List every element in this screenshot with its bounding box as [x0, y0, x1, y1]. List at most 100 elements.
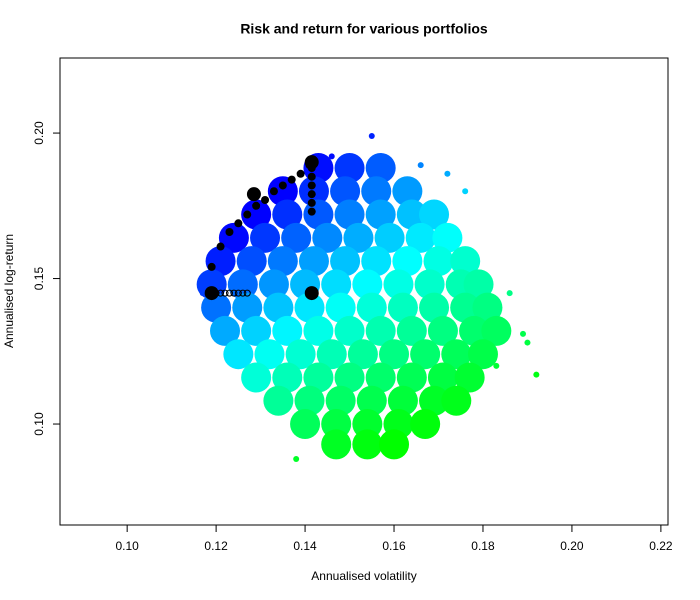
portfolio-point	[321, 429, 352, 460]
portfolio-point	[387, 385, 418, 416]
plot-area	[196, 132, 540, 462]
portfolio-point	[201, 292, 232, 323]
portfolio-point	[365, 315, 396, 346]
portfolio-point	[290, 409, 321, 440]
portfolio-point	[374, 222, 405, 253]
portfolio-point	[481, 315, 512, 346]
portfolio-point	[392, 246, 423, 277]
chart-title: Risk and return for various portfolios	[240, 21, 488, 37]
portfolio-point	[334, 199, 365, 230]
portfolio-point	[330, 176, 361, 207]
frontier-point	[287, 175, 296, 184]
portfolio-point	[392, 176, 423, 207]
path-point	[225, 289, 233, 297]
portfolio-point	[303, 199, 334, 230]
frontier-point	[225, 227, 234, 236]
portfolio-point	[258, 269, 289, 300]
path-point	[307, 207, 316, 216]
portfolio-point	[423, 246, 454, 277]
frontier-point	[269, 187, 278, 196]
portfolio-point	[450, 246, 481, 277]
frontier-point	[243, 210, 252, 219]
portfolio-point	[463, 269, 494, 300]
path-point	[239, 289, 247, 297]
portfolio-point	[356, 292, 387, 323]
portfolio-point	[472, 292, 503, 323]
path-point	[307, 190, 316, 199]
portfolio-point	[285, 339, 316, 370]
portfolio-point	[272, 362, 303, 393]
portfolio-point	[462, 188, 469, 195]
frontier-point	[234, 219, 243, 228]
portfolio-point	[334, 152, 365, 183]
portfolio-point	[396, 362, 427, 393]
portfolio-point	[272, 315, 303, 346]
y-tick-label: 0.20	[32, 121, 46, 145]
portfolio-point	[524, 339, 531, 346]
portfolio-point	[520, 330, 527, 337]
portfolio-point	[432, 222, 463, 253]
frontier-point	[296, 169, 305, 178]
x-tick-label: 0.18	[471, 539, 495, 553]
portfolio-point	[444, 170, 451, 177]
portfolio-point	[361, 176, 392, 207]
path-point	[307, 172, 316, 181]
portfolio-point	[419, 385, 450, 416]
portfolio-point	[325, 385, 356, 416]
portfolio-point	[250, 222, 281, 253]
portfolio-point	[303, 315, 334, 346]
path-point	[243, 289, 251, 297]
portfolio-point	[506, 290, 513, 297]
highlight-point	[304, 155, 319, 170]
frontier-point	[207, 262, 216, 271]
x-tick-label: 0.14	[293, 539, 317, 553]
highlight-point	[304, 286, 319, 301]
portfolio-point	[312, 222, 343, 253]
path-point	[307, 181, 316, 190]
portfolio-point	[254, 339, 285, 370]
portfolio-point	[328, 153, 335, 160]
y-axis-label: Annualised log-return	[2, 234, 16, 348]
portfolio-point	[241, 362, 272, 393]
portfolio-point	[427, 362, 458, 393]
frontier-point	[252, 201, 261, 210]
portfolio-point	[293, 455, 300, 462]
portfolio-point	[467, 339, 498, 370]
portfolio-point	[325, 292, 356, 323]
frontier-point	[261, 195, 270, 204]
portfolio-point	[365, 362, 396, 393]
portfolio-point	[387, 292, 418, 323]
portfolio-point	[410, 339, 441, 370]
portfolio-point	[241, 199, 272, 230]
portfolio-point	[223, 339, 254, 370]
portfolio-point	[441, 339, 472, 370]
portfolio-point	[236, 246, 267, 277]
path-point	[234, 289, 242, 297]
portfolio-point	[294, 292, 325, 323]
frontier-point	[216, 242, 225, 251]
portfolio-point	[419, 292, 450, 323]
x-axis-label: Annualised volatility	[311, 569, 416, 583]
portfolio-point	[316, 339, 347, 370]
x-tick-label: 0.10	[115, 539, 139, 553]
portfolio-point	[241, 315, 272, 346]
portfolio-point	[334, 315, 365, 346]
path-point	[307, 198, 316, 207]
portfolio-point	[352, 429, 383, 460]
portfolio-point	[405, 222, 436, 253]
portfolio-point	[396, 199, 427, 230]
y-tick-label: 0.15	[32, 267, 46, 291]
plot-frame	[59, 57, 669, 526]
highlight-point	[204, 286, 219, 301]
portfolio-point	[298, 246, 329, 277]
portfolio-point	[427, 315, 458, 346]
portfolio-point	[267, 176, 298, 207]
highlight-point	[246, 187, 261, 202]
portfolio-point	[263, 292, 294, 323]
portfolio-point	[210, 315, 241, 346]
portfolio-point	[365, 199, 396, 230]
portfolio-point	[450, 292, 481, 323]
x-tick-label: 0.22	[649, 539, 673, 553]
